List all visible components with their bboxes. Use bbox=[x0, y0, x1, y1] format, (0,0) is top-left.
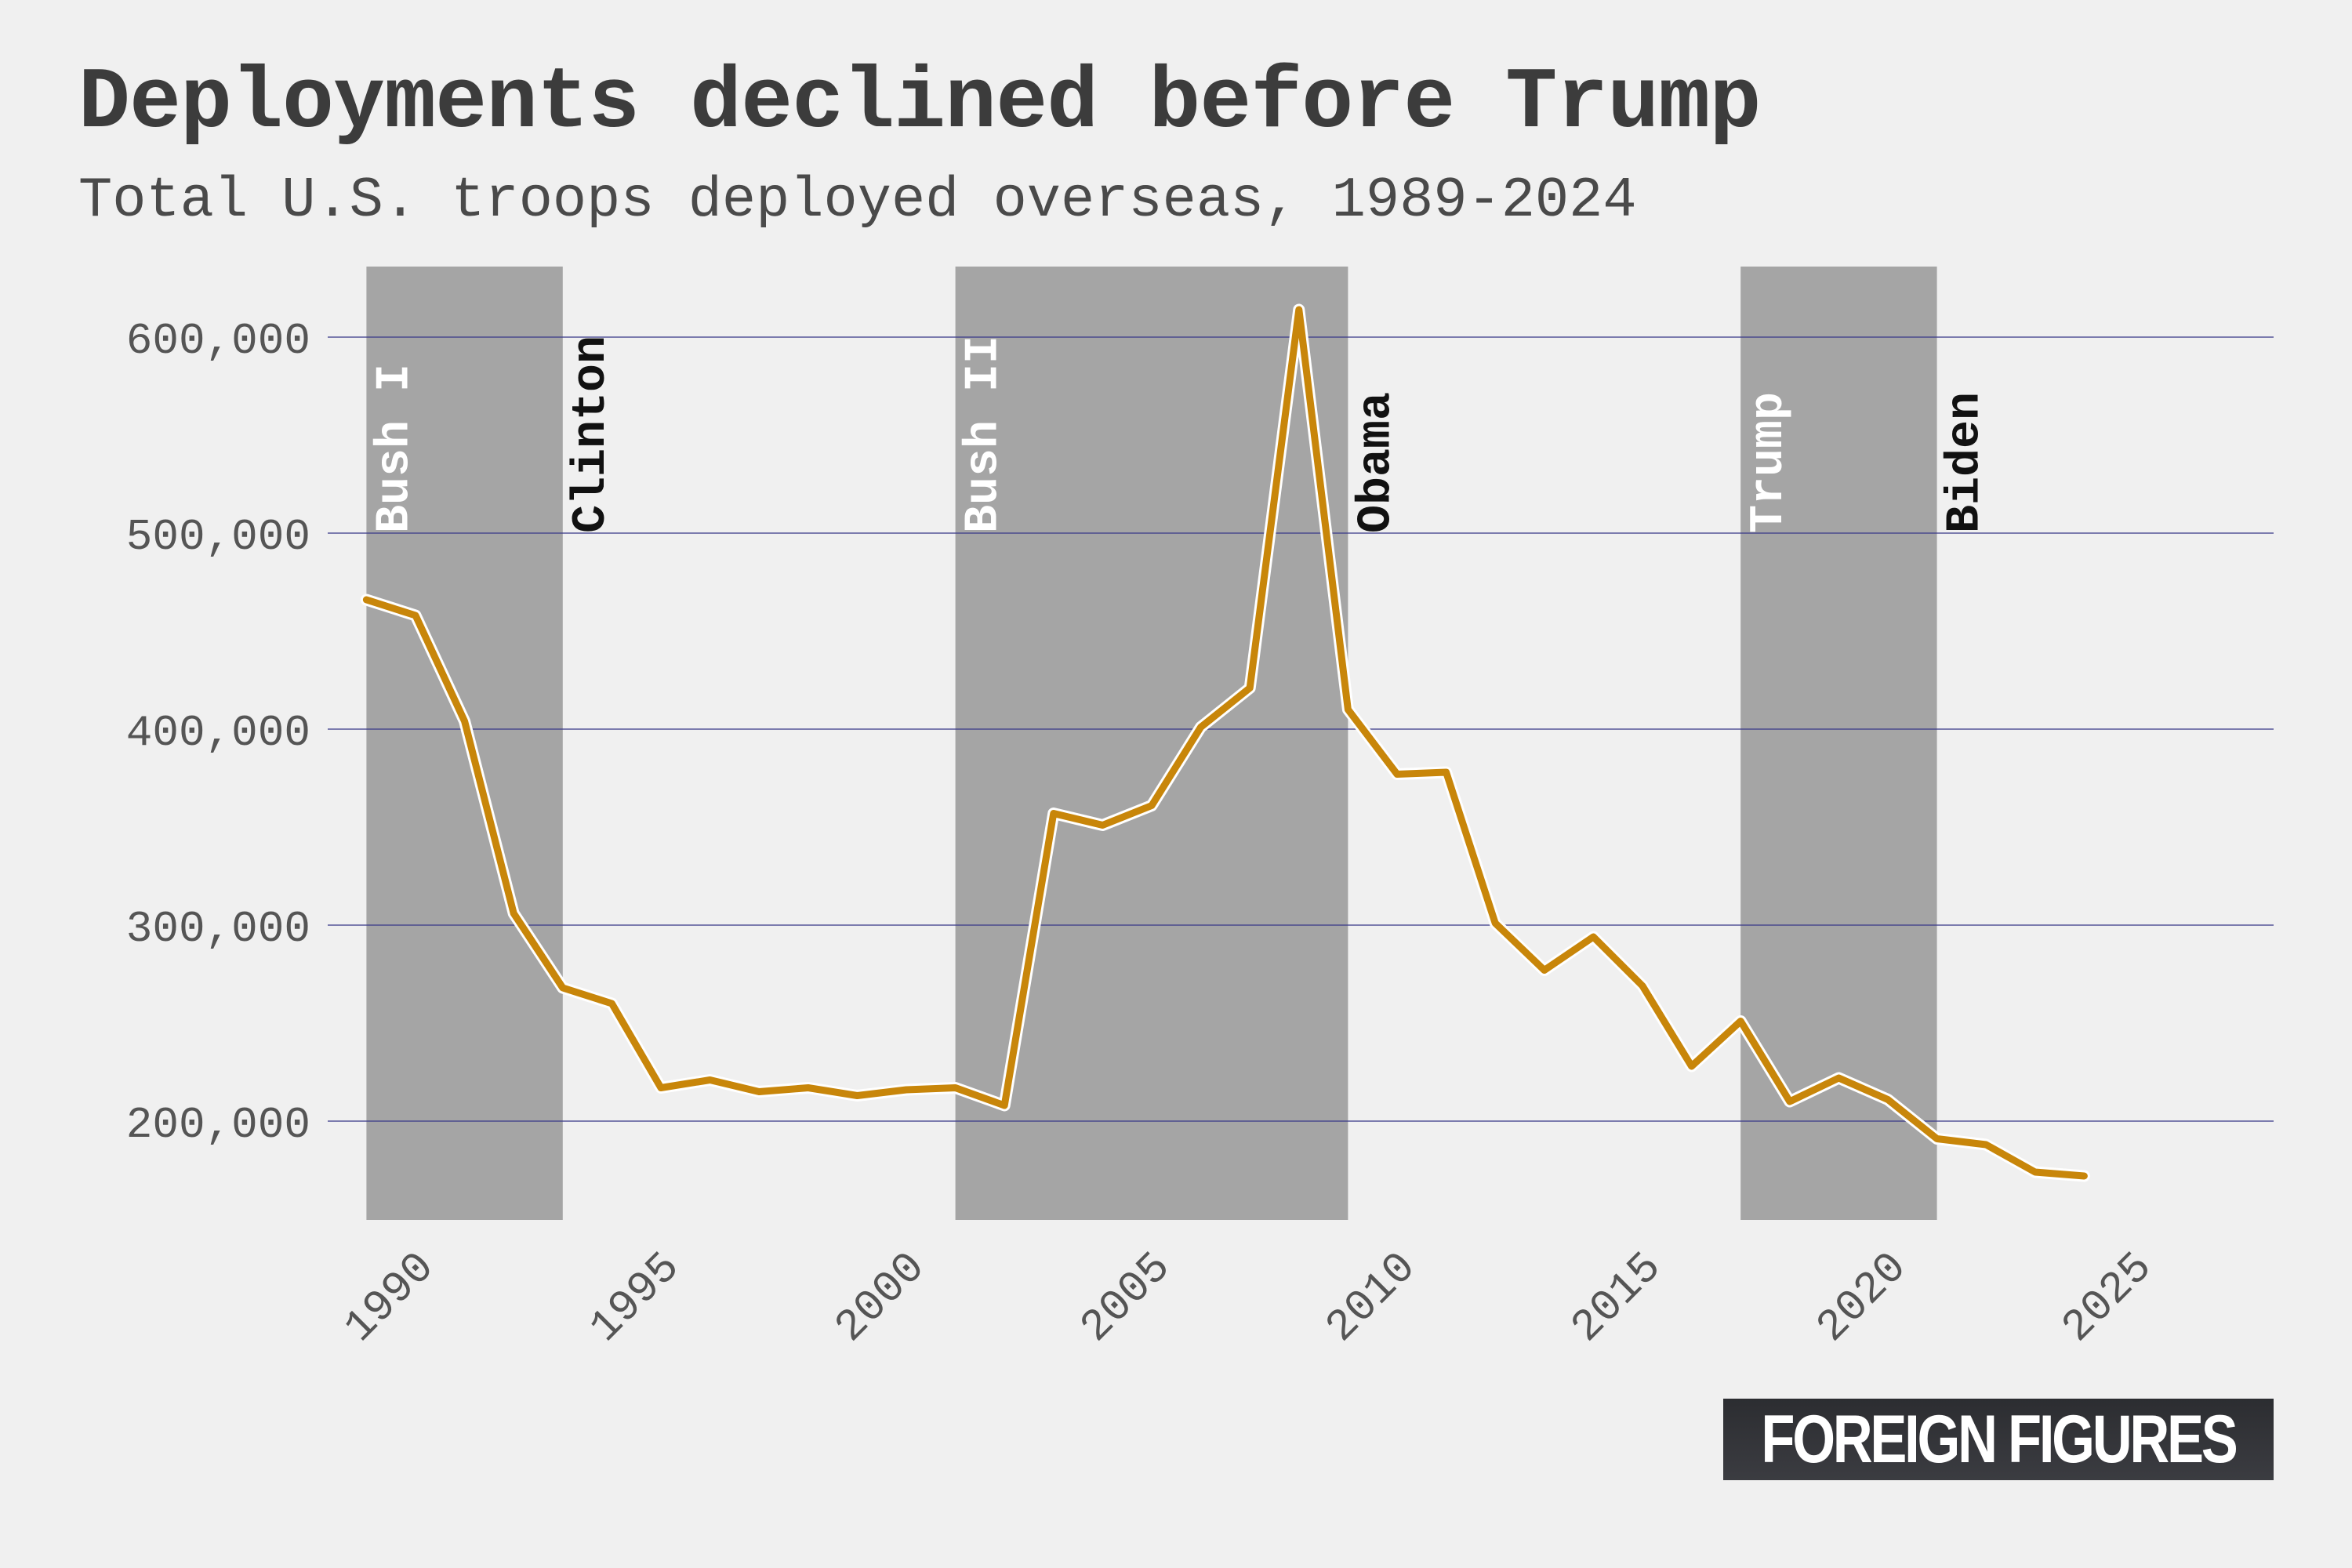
x-tick-label: 1995 bbox=[580, 1243, 690, 1352]
brand-logo: FOREIGN FIGURES bbox=[1723, 1399, 2274, 1480]
brand-logo-text: FOREIGN FIGURES bbox=[1761, 1401, 2238, 1477]
y-tick-label: 200,000 bbox=[126, 1100, 310, 1150]
shaded-period-3 bbox=[1740, 267, 1937, 1220]
y-tick-label: 400,000 bbox=[126, 708, 310, 758]
x-tick-label: 2015 bbox=[1562, 1243, 1671, 1352]
annotation-trump: Trump bbox=[1743, 392, 1796, 533]
annotation-biden: Biden bbox=[1940, 392, 1993, 533]
y-tick-label: 300,000 bbox=[126, 904, 310, 954]
y-tick-label: 500,000 bbox=[126, 512, 310, 562]
chart-title: Deployments declined before Trump bbox=[78, 55, 1761, 153]
annotation-clinton: Clinton bbox=[565, 336, 619, 533]
x-tick-label: 2010 bbox=[1316, 1243, 1426, 1352]
annotation-obama: Obama bbox=[1350, 392, 1403, 533]
chart-subtitle: Total U.S. troops deployed overseas, 198… bbox=[78, 169, 1637, 233]
x-tick-label: 2025 bbox=[2053, 1243, 2162, 1352]
annotation-bush-ii: Bush II bbox=[958, 336, 1011, 533]
x-tick-label: 1990 bbox=[335, 1243, 445, 1352]
x-tick-label: 2005 bbox=[1071, 1243, 1181, 1352]
x-tick-label: 2000 bbox=[826, 1243, 935, 1352]
annotation-bush-i: Bush I bbox=[368, 364, 422, 533]
y-tick-label: 600,000 bbox=[126, 316, 310, 366]
series-line bbox=[362, 306, 2088, 1180]
x-tick-label: 2020 bbox=[1807, 1243, 1917, 1352]
